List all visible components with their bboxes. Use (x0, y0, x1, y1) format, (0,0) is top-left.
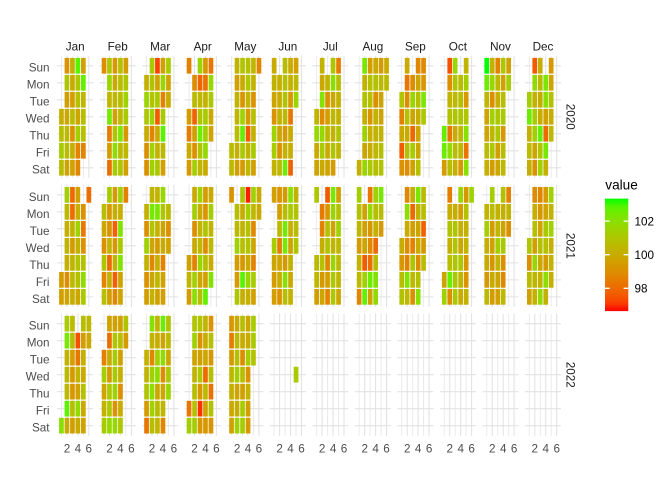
svg-text:4: 4 (542, 443, 549, 456)
svg-text:6: 6 (213, 443, 220, 456)
svg-text:Sun: Sun (29, 191, 50, 204)
svg-text:2: 2 (319, 443, 326, 456)
svg-text:2: 2 (64, 443, 71, 456)
svg-text:102: 102 (635, 215, 655, 228)
svg-text:98: 98 (635, 283, 648, 296)
svg-text:Sat: Sat (32, 164, 50, 177)
svg-text:Thu: Thu (29, 259, 49, 272)
svg-text:4: 4 (75, 443, 82, 456)
svg-text:Fri: Fri (36, 147, 50, 160)
svg-text:4: 4 (415, 443, 422, 456)
svg-text:Wed: Wed (26, 371, 50, 384)
svg-text:Fri: Fri (36, 405, 50, 418)
svg-text:4: 4 (287, 443, 294, 456)
svg-text:2022: 2022 (563, 362, 576, 388)
svg-text:Mon: Mon (27, 337, 50, 350)
svg-text:Sep: Sep (405, 41, 426, 54)
svg-text:6: 6 (511, 443, 518, 456)
svg-text:Tue: Tue (30, 225, 50, 238)
svg-text:Thu: Thu (29, 388, 49, 401)
svg-text:6: 6 (553, 443, 560, 456)
svg-text:2: 2 (446, 443, 453, 456)
svg-text:2: 2 (149, 443, 156, 456)
svg-text:Jan: Jan (66, 41, 85, 54)
svg-text:May: May (234, 41, 256, 54)
svg-text:6: 6 (468, 443, 475, 456)
svg-text:2: 2 (106, 443, 113, 456)
svg-text:2: 2 (489, 443, 496, 456)
svg-text:6: 6 (383, 443, 390, 456)
svg-text:Jun: Jun (278, 41, 297, 54)
svg-text:Dec: Dec (533, 41, 554, 54)
svg-text:Mar: Mar (150, 41, 170, 54)
svg-text:6: 6 (256, 443, 263, 456)
svg-text:6: 6 (426, 443, 433, 456)
svg-text:Tue: Tue (30, 354, 50, 367)
svg-text:Nov: Nov (490, 41, 511, 54)
svg-text:4: 4 (330, 443, 337, 456)
svg-text:4: 4 (117, 443, 124, 456)
svg-text:Oct: Oct (449, 41, 468, 54)
svg-text:4: 4 (372, 443, 379, 456)
svg-text:Thu: Thu (29, 130, 49, 143)
svg-text:Mon: Mon (27, 79, 50, 92)
svg-text:6: 6 (128, 443, 135, 456)
svg-text:2: 2 (532, 443, 539, 456)
svg-text:2: 2 (404, 443, 411, 456)
svg-text:Fri: Fri (36, 276, 50, 289)
svg-text:6: 6 (341, 443, 348, 456)
svg-text:Sat: Sat (32, 293, 50, 306)
svg-text:Sun: Sun (29, 62, 50, 75)
svg-text:Feb: Feb (108, 41, 129, 54)
svg-text:6: 6 (171, 443, 178, 456)
svg-text:2: 2 (191, 443, 198, 456)
svg-text:2021: 2021 (563, 233, 576, 259)
svg-text:4: 4 (500, 443, 507, 456)
svg-text:Apr: Apr (194, 41, 212, 54)
svg-text:2: 2 (234, 443, 241, 456)
svg-text:Sun: Sun (29, 320, 50, 333)
svg-text:2: 2 (361, 443, 368, 456)
svg-text:4: 4 (202, 443, 209, 456)
svg-text:2: 2 (276, 443, 283, 456)
svg-text:4: 4 (160, 443, 167, 456)
svg-text:4: 4 (457, 443, 464, 456)
svg-text:Mon: Mon (27, 208, 50, 221)
svg-text:Wed: Wed (26, 113, 50, 126)
svg-text:6: 6 (298, 443, 305, 456)
svg-text:4: 4 (245, 443, 252, 456)
svg-text:value: value (605, 178, 638, 193)
svg-text:Tue: Tue (30, 96, 50, 109)
svg-text:Wed: Wed (26, 242, 50, 255)
svg-text:100: 100 (635, 249, 655, 262)
svg-text:2020: 2020 (563, 104, 576, 131)
svg-text:Sat: Sat (32, 422, 50, 435)
svg-text:Aug: Aug (363, 41, 384, 54)
svg-text:Jul: Jul (323, 41, 338, 54)
svg-text:6: 6 (86, 443, 93, 456)
